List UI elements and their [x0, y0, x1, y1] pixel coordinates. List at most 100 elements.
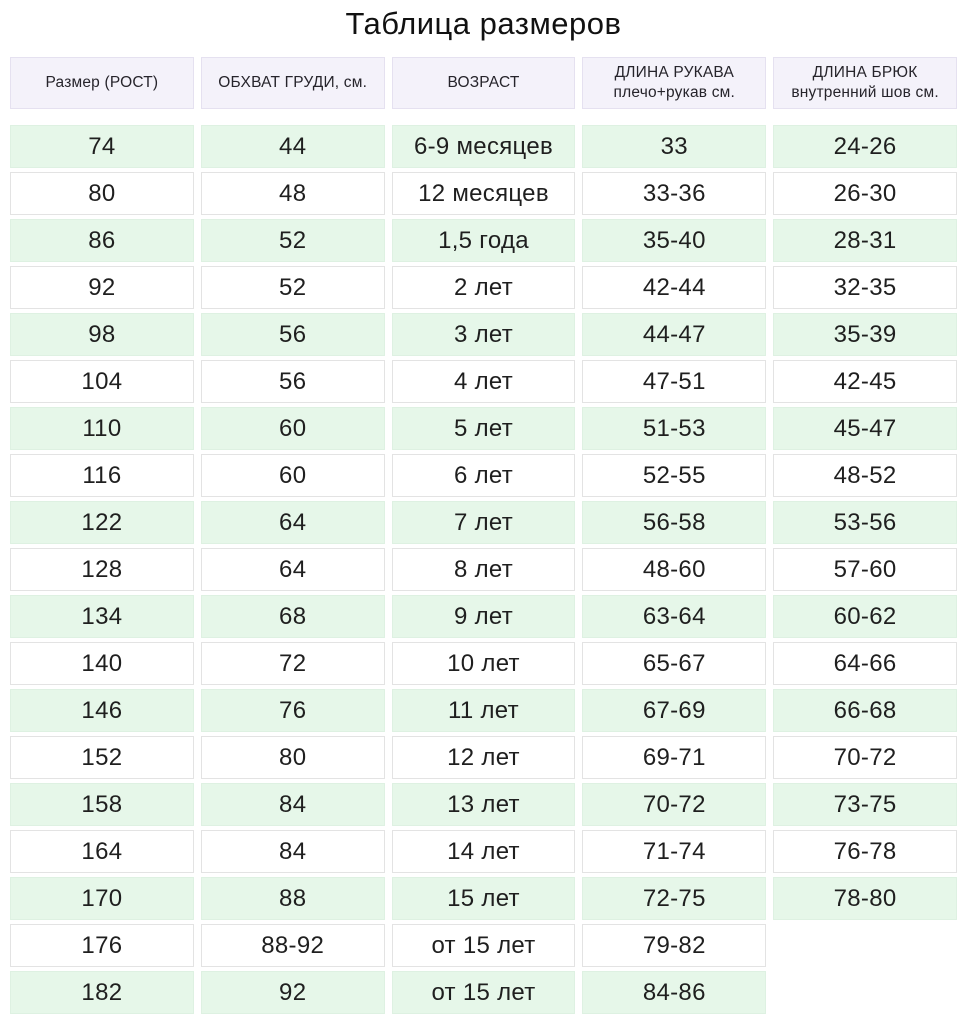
column-header-line: внутренний шов см.: [791, 84, 939, 101]
table-cell: 64: [200, 501, 385, 544]
table-cell: 69-71: [582, 736, 767, 779]
table-cell: 140: [10, 642, 194, 685]
table-cell: 60: [200, 407, 385, 450]
table-cell: 164: [10, 830, 194, 873]
table-cell: 73-75: [773, 783, 957, 826]
column-header-line: ОБХВАТ ГРУДИ, см.: [218, 73, 368, 91]
table-cell: 26-30: [773, 172, 957, 215]
table-cell: 57-60: [773, 548, 957, 591]
table-cell: 88: [200, 877, 385, 920]
table-cell: 64: [200, 548, 385, 591]
column-header: ДЛИНА РУКАВА плечо+рукав см.: [582, 57, 767, 109]
table-cell: 86: [10, 219, 194, 262]
column-header-line: ДЛИНА РУКАВА: [614, 63, 734, 81]
table-cell: 44-47: [582, 313, 767, 356]
table-cell: 10 лет: [391, 642, 576, 685]
table-cell: 52-55: [582, 454, 767, 497]
table-cell: 72-75: [582, 877, 767, 920]
table-cell: 28-31: [773, 219, 957, 262]
table-cell: 9 лет: [391, 595, 576, 638]
table-cell: 78-80: [773, 877, 957, 920]
table-cell: 79-82: [582, 924, 767, 967]
column-header-line: плечо+рукав см.: [613, 84, 736, 101]
table-cell: 84: [200, 783, 385, 826]
table-cell: 6 лет: [391, 454, 576, 497]
table-cell: 92: [10, 266, 194, 309]
table-cell: 14 лет: [391, 830, 576, 873]
column-header-line: ДЛИНА БРЮК: [812, 63, 918, 81]
table-cell: 5 лет: [391, 407, 576, 450]
table-cell: 66-68: [773, 689, 957, 732]
table-cell: 76: [200, 689, 385, 732]
table-cell: 42-45: [773, 360, 957, 403]
table-cell: 35-40: [582, 219, 767, 262]
table-cell: 84: [200, 830, 385, 873]
table-cell: 4 лет: [391, 360, 576, 403]
table-cell: 48-60: [582, 548, 767, 591]
table-cell: 7 лет: [391, 501, 576, 544]
table-cell: 116: [10, 454, 194, 497]
size-table-header: Размер (РОСТ) ОБХВАТ ГРУДИ, см. ВОЗРАСТ ДЛИ…: [10, 57, 957, 109]
table-cell: 63-64: [582, 595, 767, 638]
column-header: Размер (РОСТ): [10, 57, 194, 109]
table-cell: 45-47: [773, 407, 957, 450]
table-cell: 65-67: [582, 642, 767, 685]
table-cell: 67-69: [582, 689, 767, 732]
table-cell: 110: [10, 407, 194, 450]
table-cell: 74: [10, 125, 194, 168]
table-cell: 80: [10, 172, 194, 215]
table-cell: 68: [200, 595, 385, 638]
column-header: ДЛИНА БРЮК внутренний шов см.: [773, 57, 957, 109]
table-cell: 98: [10, 313, 194, 356]
table-cell: 8 лет: [391, 548, 576, 591]
column-header: ОБХВАТ ГРУДИ, см.: [200, 57, 385, 109]
table-cell: 32-35: [773, 266, 957, 309]
table-cell: 70-72: [773, 736, 957, 779]
table-cell: 134: [10, 595, 194, 638]
table-cell: 53-56: [773, 501, 957, 544]
table-cell: 146: [10, 689, 194, 732]
table-cell: 52: [200, 219, 385, 262]
table-cell: от 15 лет: [391, 924, 576, 967]
size-chart-page: Таблица размеров Размер (РОСТ) ОБХВАТ ГРУ…: [0, 6, 967, 1014]
table-cell: 60-62: [773, 595, 957, 638]
table-cell: 72: [200, 642, 385, 685]
table-cell: 1,5 года: [391, 219, 576, 262]
table-cell: 12 месяцев: [391, 172, 576, 215]
size-table-body: 74 44 6-9 месяцев 33 24-26 80 48 12 месяцев 33-3…: [10, 125, 957, 1014]
column-header-line: Размер (РОСТ): [45, 73, 159, 91]
table-cell: 56: [200, 360, 385, 403]
table-cell: 15 лет: [391, 877, 576, 920]
table-cell: 48: [200, 172, 385, 215]
table-cell: 52: [200, 266, 385, 309]
table-cell: 128: [10, 548, 194, 591]
table-cell: 13 лет: [391, 783, 576, 826]
table-cell: 152: [10, 736, 194, 779]
table-cell: 6-9 месяцев: [391, 125, 576, 168]
table-cell: от 15 лет: [391, 971, 576, 1014]
table-cell: 3 лет: [391, 313, 576, 356]
table-cell: 176: [10, 924, 194, 967]
table-cell: 92: [200, 971, 385, 1014]
size-table: Размер (РОСТ) ОБХВАТ ГРУДИ, см. ВОЗРАСТ ДЛИ…: [10, 57, 957, 1014]
table-cell: 70-72: [582, 783, 767, 826]
page-title: Таблица размеров: [345, 6, 622, 41]
column-header: ВОЗРАСТ: [391, 57, 576, 109]
empty-cell: [773, 971, 957, 1014]
table-cell: 35-39: [773, 313, 957, 356]
table-cell: 170: [10, 877, 194, 920]
table-cell: 51-53: [582, 407, 767, 450]
table-cell: 84-86: [582, 971, 767, 1014]
table-cell: 76-78: [773, 830, 957, 873]
table-cell: 33: [582, 125, 767, 168]
table-cell: 11 лет: [391, 689, 576, 732]
table-cell: 33-36: [582, 172, 767, 215]
table-cell: 42-44: [582, 266, 767, 309]
table-cell: 12 лет: [391, 736, 576, 779]
table-cell: 2 лет: [391, 266, 576, 309]
table-cell: 47-51: [582, 360, 767, 403]
table-cell: 60: [200, 454, 385, 497]
table-cell: 44: [200, 125, 385, 168]
table-cell: 24-26: [773, 125, 957, 168]
table-cell: 122: [10, 501, 194, 544]
